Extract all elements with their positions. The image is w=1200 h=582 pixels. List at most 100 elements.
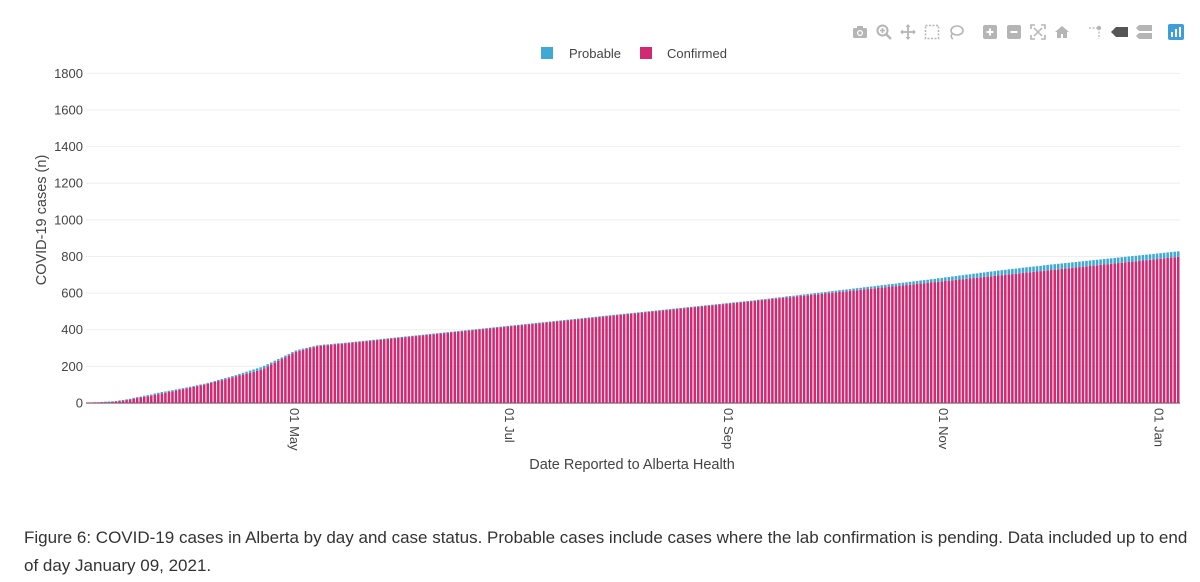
bar-confirmed[interactable] [1166, 257, 1169, 403]
bar-probable[interactable] [248, 370, 252, 373]
bar-confirmed[interactable] [492, 327, 495, 403]
bar-probable[interactable] [587, 317, 591, 319]
bar-probable[interactable] [534, 322, 538, 324]
bar-confirmed[interactable] [1042, 270, 1046, 403]
bar-confirmed[interactable] [594, 317, 598, 403]
bar-confirmed[interactable] [996, 275, 1000, 403]
bar-probable[interactable] [188, 386, 192, 388]
bar-confirmed[interactable] [894, 286, 898, 403]
bar-probable[interactable] [915, 281, 919, 284]
bar-confirmed[interactable] [100, 402, 104, 403]
bar-confirmed[interactable] [301, 349, 305, 403]
bar-probable[interactable] [1071, 262, 1074, 268]
bar-confirmed[interactable] [379, 339, 382, 403]
bar-probable[interactable] [820, 292, 824, 294]
bar-confirmed[interactable] [1169, 257, 1173, 403]
bar-confirmed[interactable] [90, 402, 93, 403]
bar-confirmed[interactable] [644, 312, 647, 403]
bar-confirmed[interactable] [753, 300, 757, 403]
bar-confirmed[interactable] [961, 279, 965, 403]
bar-confirmed[interactable] [1176, 256, 1180, 403]
bar-probable[interactable] [499, 326, 502, 328]
bar-confirmed[interactable] [287, 355, 291, 403]
bar-confirmed[interactable] [862, 289, 866, 403]
bar-probable[interactable] [799, 294, 802, 297]
bar-probable[interactable] [552, 321, 555, 322]
bar-probable[interactable] [524, 324, 527, 325]
bar-probable[interactable] [732, 302, 735, 304]
bar-probable[interactable] [164, 391, 167, 393]
bar-probable[interactable] [375, 339, 379, 341]
bar-confirmed[interactable] [852, 290, 855, 403]
bar-probable[interactable] [294, 350, 298, 352]
bar-confirmed[interactable] [478, 329, 481, 403]
bar-confirmed[interactable] [647, 311, 651, 403]
bar-confirmed[interactable] [527, 324, 531, 403]
bar-confirmed[interactable] [344, 343, 347, 403]
bar-confirmed[interactable] [157, 394, 160, 403]
bar-confirmed[interactable] [428, 334, 432, 403]
bar-confirmed[interactable] [135, 398, 139, 403]
bar-probable[interactable] [344, 342, 347, 344]
bar-confirmed[interactable] [199, 385, 202, 403]
bar-confirmed[interactable] [174, 390, 178, 403]
bar-probable[interactable] [407, 336, 411, 337]
bar-probable[interactable] [464, 330, 467, 332]
bar-confirmed[interactable] [382, 339, 386, 403]
bar-confirmed[interactable] [1113, 263, 1116, 403]
bar-probable[interactable] [538, 322, 541, 324]
bar-probable[interactable] [809, 293, 813, 295]
bar-probable[interactable] [206, 382, 210, 384]
bar-confirmed[interactable] [968, 278, 972, 403]
bar-probable[interactable] [1074, 261, 1078, 268]
bar-probable[interactable] [1127, 256, 1131, 262]
bar-confirmed[interactable] [711, 305, 714, 403]
bar-confirmed[interactable] [640, 312, 644, 403]
bar-probable[interactable] [400, 336, 404, 338]
bar-probable[interactable] [802, 294, 806, 296]
bar-probable[interactable] [174, 389, 178, 391]
bar-probable[interactable] [965, 274, 968, 279]
bar-probable[interactable] [788, 296, 792, 298]
bar-confirmed[interactable] [322, 345, 326, 403]
bar-confirmed[interactable] [298, 350, 301, 403]
bar-probable[interactable] [298, 349, 301, 351]
autoscale-icon[interactable] [1028, 22, 1048, 42]
bar-confirmed[interactable] [675, 308, 679, 403]
bar-confirmed[interactable] [901, 285, 905, 403]
bar-probable[interactable] [954, 276, 958, 280]
bar-probable[interactable] [644, 311, 647, 313]
bar-confirmed[interactable] [880, 287, 884, 403]
bar-probable[interactable] [326, 344, 330, 346]
bar-confirmed[interactable] [139, 397, 142, 403]
bar-probable[interactable] [622, 313, 626, 315]
bar-probable[interactable] [502, 326, 506, 328]
bar-confirmed[interactable] [682, 308, 686, 403]
bar-probable[interactable] [834, 290, 838, 293]
bar-confirmed[interactable] [1155, 259, 1159, 403]
bar-confirmed[interactable] [573, 319, 577, 403]
bar-confirmed[interactable] [1088, 265, 1092, 403]
bar-confirmed[interactable] [806, 295, 809, 403]
legend-swatch-probable[interactable] [541, 47, 553, 59]
bar-probable[interactable] [961, 275, 965, 280]
bar-confirmed[interactable] [619, 314, 622, 403]
bar-probable[interactable] [104, 401, 107, 403]
bar-probable[interactable] [619, 314, 622, 315]
bar-probable[interactable] [774, 297, 778, 299]
reset-axes-icon[interactable] [1052, 22, 1072, 42]
bar-probable[interactable] [513, 325, 517, 326]
bar-confirmed[interactable] [305, 348, 308, 403]
bar-confirmed[interactable] [1039, 271, 1042, 403]
bar-confirmed[interactable] [1004, 274, 1007, 403]
bar-confirmed[interactable] [824, 293, 827, 403]
bar-confirmed[interactable] [224, 379, 227, 403]
bar-confirmed[interactable] [566, 320, 569, 403]
bar-confirmed[interactable] [975, 277, 979, 403]
bar-confirmed[interactable] [767, 299, 771, 403]
bar-confirmed[interactable] [202, 384, 206, 403]
bar-probable[interactable] [1067, 262, 1071, 269]
bar-probable[interactable] [1025, 267, 1028, 273]
bar-probable[interactable] [506, 325, 509, 327]
bar-probable[interactable] [1046, 264, 1049, 271]
